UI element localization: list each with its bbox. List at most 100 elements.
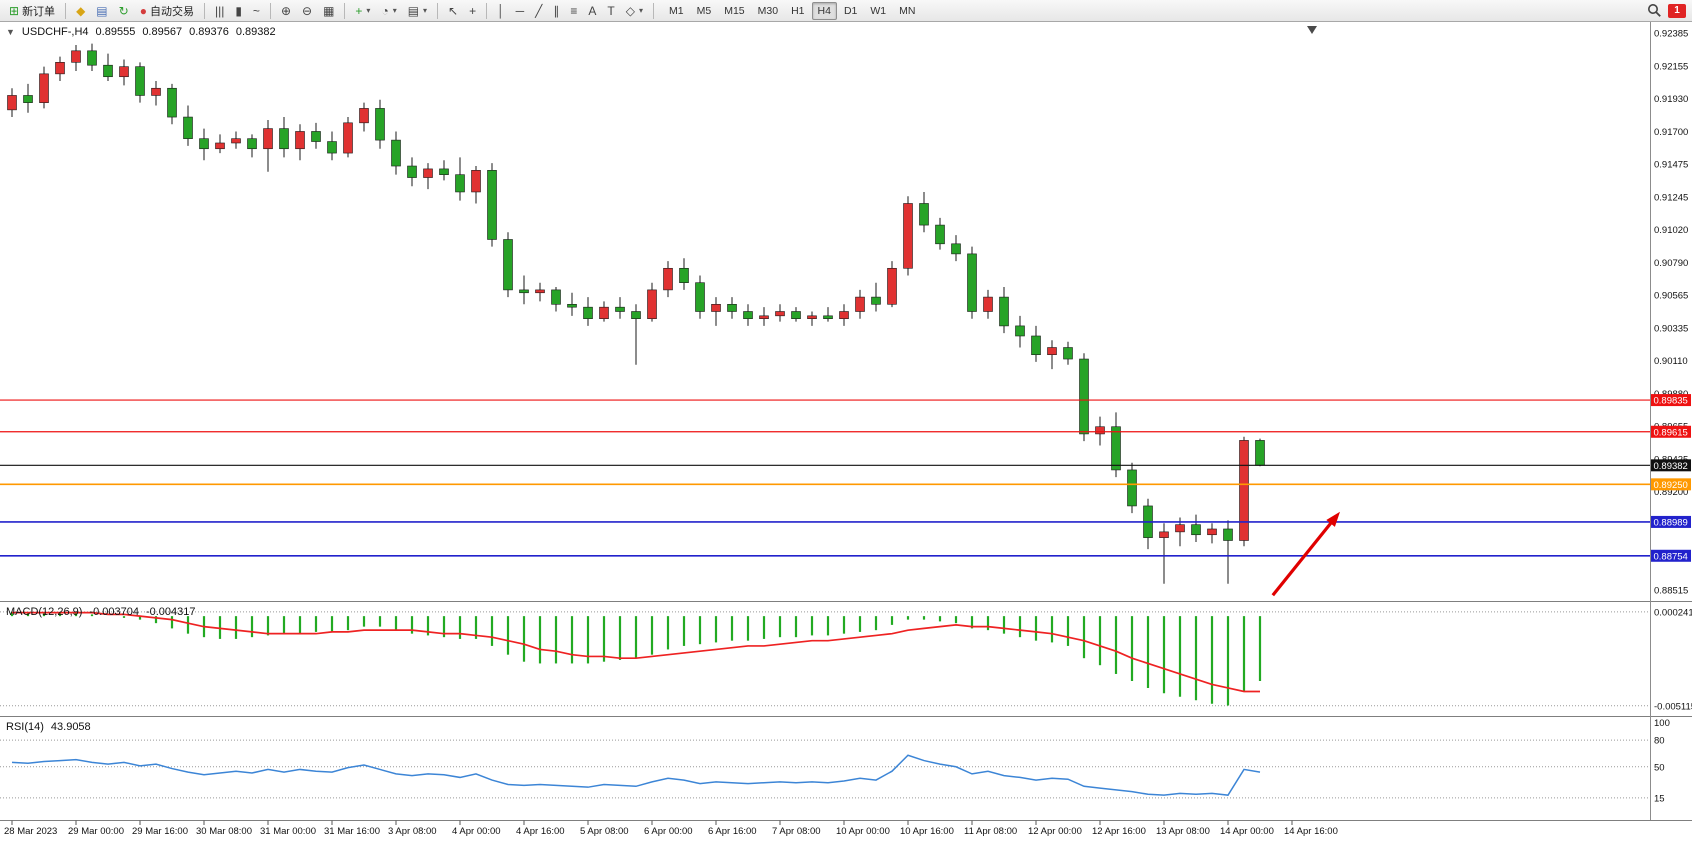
cursor-button[interactable]: ↖	[443, 1, 463, 21]
line-chart-button[interactable]: ~	[248, 1, 265, 21]
time-tick-label: 14 Apr 00:00	[1220, 826, 1274, 837]
trendline-button[interactable]: ╱	[530, 1, 547, 21]
price-tag-text: 0.89250	[1654, 480, 1688, 491]
candle-body	[375, 108, 385, 141]
timeframe-M15-button[interactable]: M15	[724, 4, 745, 17]
candle-body	[1063, 347, 1073, 360]
templates-button[interactable]: ▤ ▾	[403, 1, 432, 21]
trendline-icon: ╱	[535, 3, 543, 18]
print-button[interactable]: ▤	[91, 1, 112, 21]
candle-body	[279, 128, 289, 150]
candle-body	[487, 170, 497, 240]
timeframe-MN-button[interactable]: MN	[899, 4, 916, 17]
timeframe-D1-button[interactable]: D1	[843, 4, 858, 17]
time-tick-label: 12 Apr 16:00	[1092, 826, 1146, 837]
candle-body	[535, 289, 545, 294]
tile-windows-button[interactable]: ▦	[318, 1, 339, 21]
time-tick-label: 14 Apr 16:00	[1284, 826, 1338, 837]
text-label-button[interactable]: T	[602, 1, 619, 21]
candle-body	[663, 267, 673, 291]
candle-body	[247, 138, 257, 150]
timeframe-H1-button[interactable]: H1	[791, 4, 805, 17]
timeframe-H4-button[interactable]: H4	[811, 1, 837, 20]
price-tag-0.89615	[1651, 425, 1691, 438]
trend-arrow-head[interactable]	[1326, 511, 1340, 527]
time-tick-label: 30 Mar 08:00	[196, 826, 252, 837]
timeframe-W1-button[interactable]: W1	[870, 4, 887, 17]
candle-body	[1255, 440, 1265, 466]
candle-body	[1191, 524, 1201, 536]
price-tag-text: 0.89382	[1654, 461, 1688, 472]
equidistant-channel-icon: ∥	[553, 3, 560, 18]
vertical-line-button[interactable]: │	[492, 1, 510, 21]
candle-body	[1095, 426, 1105, 435]
price-tag-text: 0.88989	[1654, 517, 1688, 528]
time-tick-label: 13 Apr 08:00	[1156, 826, 1210, 837]
indicators-button[interactable]: + ▾	[350, 1, 375, 21]
candle-body	[343, 122, 353, 154]
chart-canvas[interactable]: 0.92385 0.92155 0.91930 0.91700 0.91475 0.912…	[0, 22, 1692, 844]
zoom-in-button[interactable]: ⊕	[276, 1, 296, 21]
search-icon[interactable]	[1647, 3, 1662, 18]
bar-chart-button[interactable]: |||	[210, 1, 229, 21]
chart-shift-marker[interactable]	[1307, 26, 1317, 34]
candle-body	[455, 174, 465, 193]
time-axis-labels[interactable]: 28 Mar 2023 29 Mar 00:00 29 Mar 16:00 30 Ma…	[4, 820, 1338, 838]
candle-body	[615, 306, 625, 312]
new-order-label: 新订单	[22, 5, 56, 18]
trend-arrow-shaft[interactable]	[1271, 517, 1336, 597]
candle-body	[807, 315, 817, 320]
rsi-axis-label: 15	[1654, 793, 1665, 804]
autotrading-button[interactable]: ● 自动交易	[135, 1, 199, 21]
candle-body	[311, 131, 321, 142]
candle-body	[823, 315, 833, 320]
price-tag-text: 0.88754	[1654, 551, 1688, 562]
price-axis-labels[interactable]: 0.92385 0.92155 0.91930 0.91700 0.91475 0.912…	[1654, 28, 1688, 596]
price-tick-label: 0.91930	[1654, 94, 1688, 105]
candle-body	[775, 311, 785, 317]
indicators-dropdown-icon: ▾	[366, 6, 371, 15]
text-label-icon: T	[607, 3, 615, 18]
candle-body	[39, 73, 49, 103]
time-tick-label: 11 Apr 08:00	[964, 826, 1017, 837]
vertical-line-icon: │	[497, 3, 505, 18]
toolbar-separator	[486, 2, 488, 19]
candle-body	[1031, 335, 1041, 356]
arrows-button[interactable]: ◇ ▾	[621, 1, 648, 21]
new-order-button[interactable]: ⊞ 新订单	[4, 1, 60, 21]
arrows-icon: ◇	[625, 3, 635, 18]
print-icon: ▤	[96, 3, 108, 18]
price-tick-label: 0.90110	[1654, 356, 1688, 367]
candle-body	[167, 87, 177, 118]
candle-body	[967, 253, 977, 312]
timeframe-buttons: M1 M5 M15 M30 H1 H4 D1 W1 MN	[663, 1, 921, 20]
timeframe-M1-button[interactable]: M1	[669, 4, 684, 17]
price-tick-label: 0.90335	[1654, 324, 1688, 335]
zoom-out-button[interactable]: ⊖	[297, 1, 317, 21]
timeframe-M5-button[interactable]: M5	[696, 4, 712, 17]
chart-region: 0.92385 0.92155 0.91930 0.91700 0.91475 0.912…	[0, 22, 1692, 844]
candle-body	[999, 296, 1009, 327]
equidistant-channel-button[interactable]: ∥	[548, 1, 564, 21]
candle-body	[903, 203, 913, 269]
crosshair-button[interactable]: +	[464, 1, 481, 21]
time-tick-label: 29 Mar 16:00	[132, 826, 188, 837]
candlestick-chart-button[interactable]: ▮	[230, 1, 247, 21]
candle-body	[199, 138, 209, 150]
candle-body	[7, 95, 17, 111]
time-tick-label: 10 Apr 00:00	[836, 826, 890, 837]
candle-body	[855, 296, 865, 312]
horizontal-line-button[interactable]: ─	[511, 1, 530, 21]
notification-badge[interactable]: 1	[1668, 3, 1686, 18]
text-button[interactable]: A	[583, 1, 601, 21]
periods-button[interactable]: ◔ ▾	[376, 1, 401, 21]
metaeditor-button[interactable]: ◆	[71, 1, 90, 21]
time-tick-label: 7 Apr 08:00	[772, 826, 821, 837]
candle-body	[1127, 469, 1137, 507]
metaeditor-icon: ◆	[76, 3, 86, 18]
arrows-dropdown-icon: ▾	[639, 6, 644, 15]
fibonacci-retracement-button[interactable]: ≡	[565, 1, 582, 21]
price-tag-0.88754	[1651, 549, 1691, 562]
timeframe-M30-button[interactable]: M30	[757, 4, 779, 17]
refresh-button[interactable]: ↻	[114, 1, 134, 21]
